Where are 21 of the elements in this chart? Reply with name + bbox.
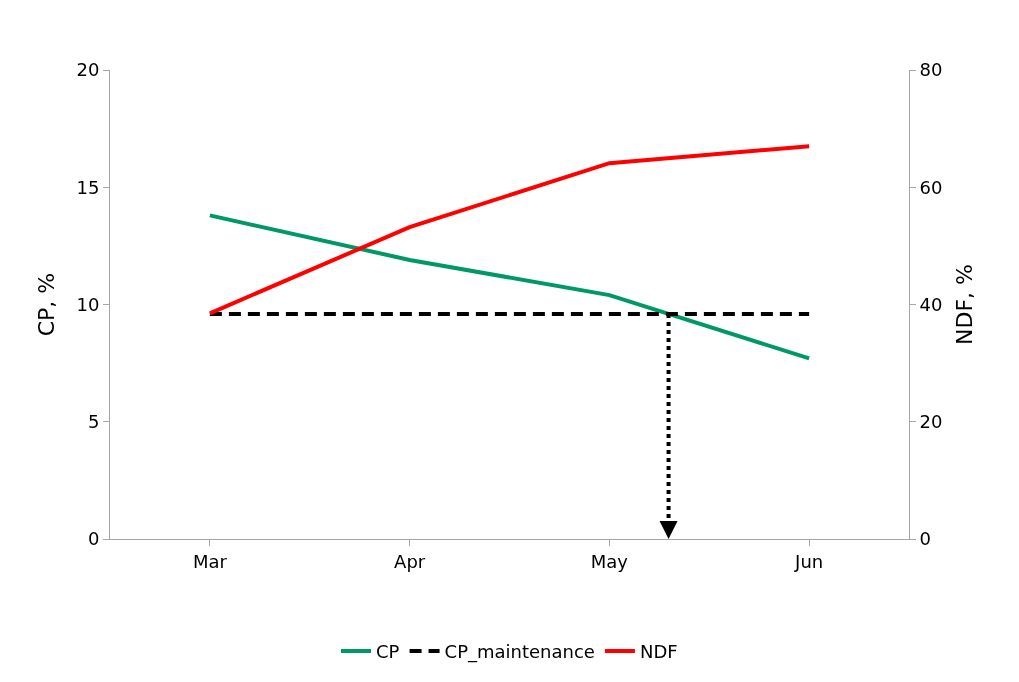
line-series (207, 213, 812, 361)
legend-label: CP_maintenance (444, 641, 595, 664)
y-tick-label: 0 (87, 528, 100, 550)
x-tick-label: Mar (192, 550, 228, 572)
line-series (207, 144, 812, 316)
y2-tick-label: 20 (919, 411, 943, 433)
y-tick-label: 5 (87, 411, 100, 433)
y2-axis-title: NDF, % (952, 264, 978, 345)
x-tick-label: May (590, 550, 629, 572)
y-tick-label: 10 (76, 293, 100, 315)
y2-tick-label: 40 (919, 293, 943, 315)
x-tick-label: Jun (794, 550, 824, 572)
y-tick-label: 20 (76, 59, 100, 81)
x-tick-label: Apr (394, 550, 426, 572)
legend-label: CP (376, 641, 400, 663)
legend-label: NDF (639, 641, 678, 663)
y2-tick-label: 60 (919, 176, 943, 198)
y-tick-label: 15 (76, 176, 100, 198)
y2-tick-label: 0 (919, 528, 932, 550)
y-axis-title: CP, % (34, 272, 60, 337)
y2-tick-label: 80 (919, 59, 943, 81)
